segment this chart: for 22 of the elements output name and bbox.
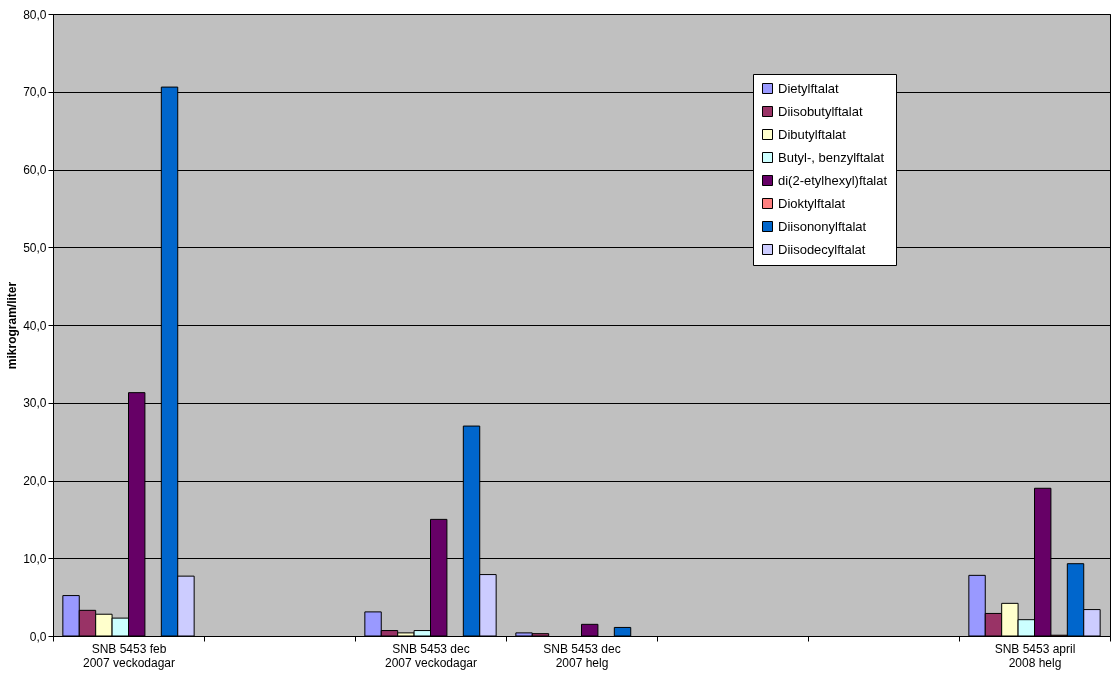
legend-label: Diisobutylftalat <box>778 103 863 119</box>
y-tick-label: 70,0 <box>23 85 47 100</box>
y-axis-title: mikrogram/liter <box>5 281 20 370</box>
legend-label: Dietylftalat <box>778 80 840 96</box>
y-tick-label: 30,0 <box>23 396 47 411</box>
y-tick-label: 40,0 <box>23 318 47 333</box>
x-tick-label: SNB 5453 feb 2007 veckodagar <box>82 641 176 670</box>
legend-label: Dibutylftalat <box>778 126 847 142</box>
y-tick-label: 0,0 <box>29 629 47 644</box>
x-tick-label: SNB 5453 april 2008 helg <box>994 641 1076 670</box>
y-tick-label: 20,0 <box>23 474 47 488</box>
y-tick-label: 10,0 <box>23 551 47 566</box>
legend-label: Dioktylftalat <box>778 195 846 211</box>
legend-label: Diisodecylftalat <box>778 241 866 257</box>
x-tick-label: SNB 5453 dec 2007 helg <box>543 641 621 670</box>
x-tick-label: SNB 5453 dec 2007 veckodagar <box>384 641 478 670</box>
legend-label: Diisononylftalat <box>778 218 867 234</box>
y-tick-label: 80,0 <box>23 7 47 22</box>
legend-label: di(2-etylhexyl)ftalat <box>778 172 888 188</box>
legend-label: Butyl-, benzylftalat <box>778 149 885 165</box>
y-tick-label: 60,0 <box>23 163 47 177</box>
y-tick-label: 50,0 <box>23 240 47 255</box>
